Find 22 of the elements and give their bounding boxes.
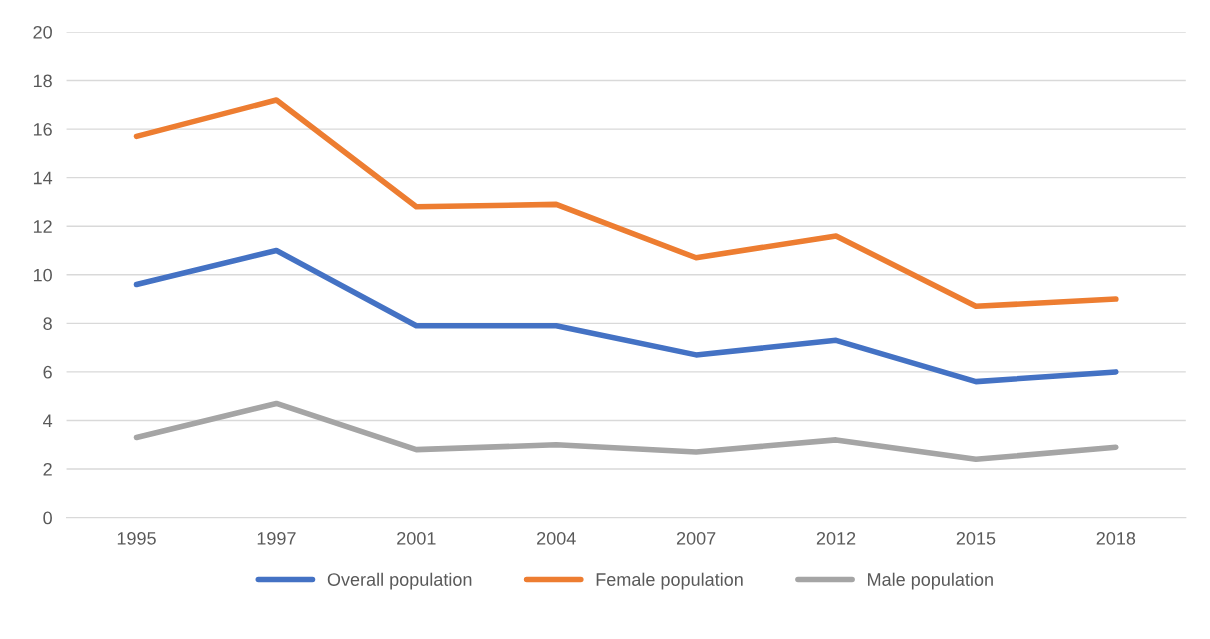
y-tick-label: 6: [43, 365, 52, 379]
y-tick-label: 0: [43, 511, 52, 525]
y-tick-label: 12: [33, 220, 52, 233]
legend-label: Female population: [596, 572, 743, 590]
y-tick-label: 4: [43, 414, 53, 427]
y-tick-label: 10: [33, 268, 52, 282]
y-tick-label: 18: [33, 74, 52, 88]
x-tick-label: 2015: [956, 531, 996, 545]
x-tick-label: 2001: [397, 531, 436, 545]
y-tick-label: 20: [33, 25, 52, 39]
legend-label: Overall population: [327, 572, 472, 590]
x-tick-label: 1995: [117, 531, 156, 545]
x-tick-label: 2004: [537, 531, 576, 545]
x-tick-label: 2007: [676, 531, 716, 545]
y-tick-label: 14: [33, 171, 53, 185]
y-tick-label: 16: [33, 123, 52, 136]
x-tick-label: 1997: [257, 531, 296, 545]
x-tick-label: 2018: [1096, 531, 1136, 545]
y-tick-label: 8: [43, 317, 52, 331]
y-tick-label: 2: [43, 462, 52, 476]
legend-label: Male population: [868, 572, 993, 590]
x-tick-label: 2012: [816, 531, 856, 545]
